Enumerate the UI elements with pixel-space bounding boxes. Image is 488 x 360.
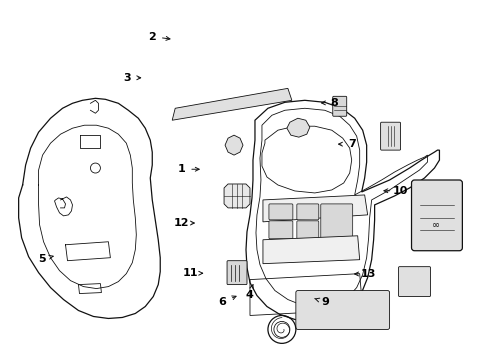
- Text: 5: 5: [38, 254, 46, 264]
- Text: 2: 2: [148, 32, 155, 41]
- Text: 12: 12: [173, 218, 188, 228]
- FancyBboxPatch shape: [380, 122, 400, 150]
- Text: 10: 10: [392, 186, 407, 196]
- FancyBboxPatch shape: [296, 221, 318, 239]
- Text: 1: 1: [177, 164, 184, 174]
- Polygon shape: [286, 118, 309, 137]
- Polygon shape: [224, 184, 249, 208]
- Text: 4: 4: [245, 290, 253, 300]
- FancyBboxPatch shape: [268, 221, 292, 239]
- Polygon shape: [172, 88, 291, 120]
- FancyBboxPatch shape: [398, 267, 429, 297]
- Polygon shape: [263, 195, 367, 222]
- Text: 11: 11: [183, 268, 198, 278]
- Text: 3: 3: [123, 73, 131, 83]
- FancyBboxPatch shape: [411, 180, 462, 251]
- FancyBboxPatch shape: [296, 204, 318, 220]
- FancyBboxPatch shape: [332, 96, 346, 116]
- Polygon shape: [224, 135, 243, 155]
- Text: 7: 7: [347, 139, 355, 149]
- FancyBboxPatch shape: [268, 204, 292, 220]
- Text: 13: 13: [361, 269, 376, 279]
- FancyBboxPatch shape: [320, 204, 352, 239]
- FancyBboxPatch shape: [295, 291, 389, 329]
- Text: 9: 9: [320, 297, 328, 307]
- Text: ∞: ∞: [431, 220, 440, 230]
- Text: 6: 6: [218, 297, 226, 307]
- Text: 8: 8: [330, 98, 338, 108]
- FancyBboxPatch shape: [226, 261, 246, 285]
- Polygon shape: [263, 236, 359, 264]
